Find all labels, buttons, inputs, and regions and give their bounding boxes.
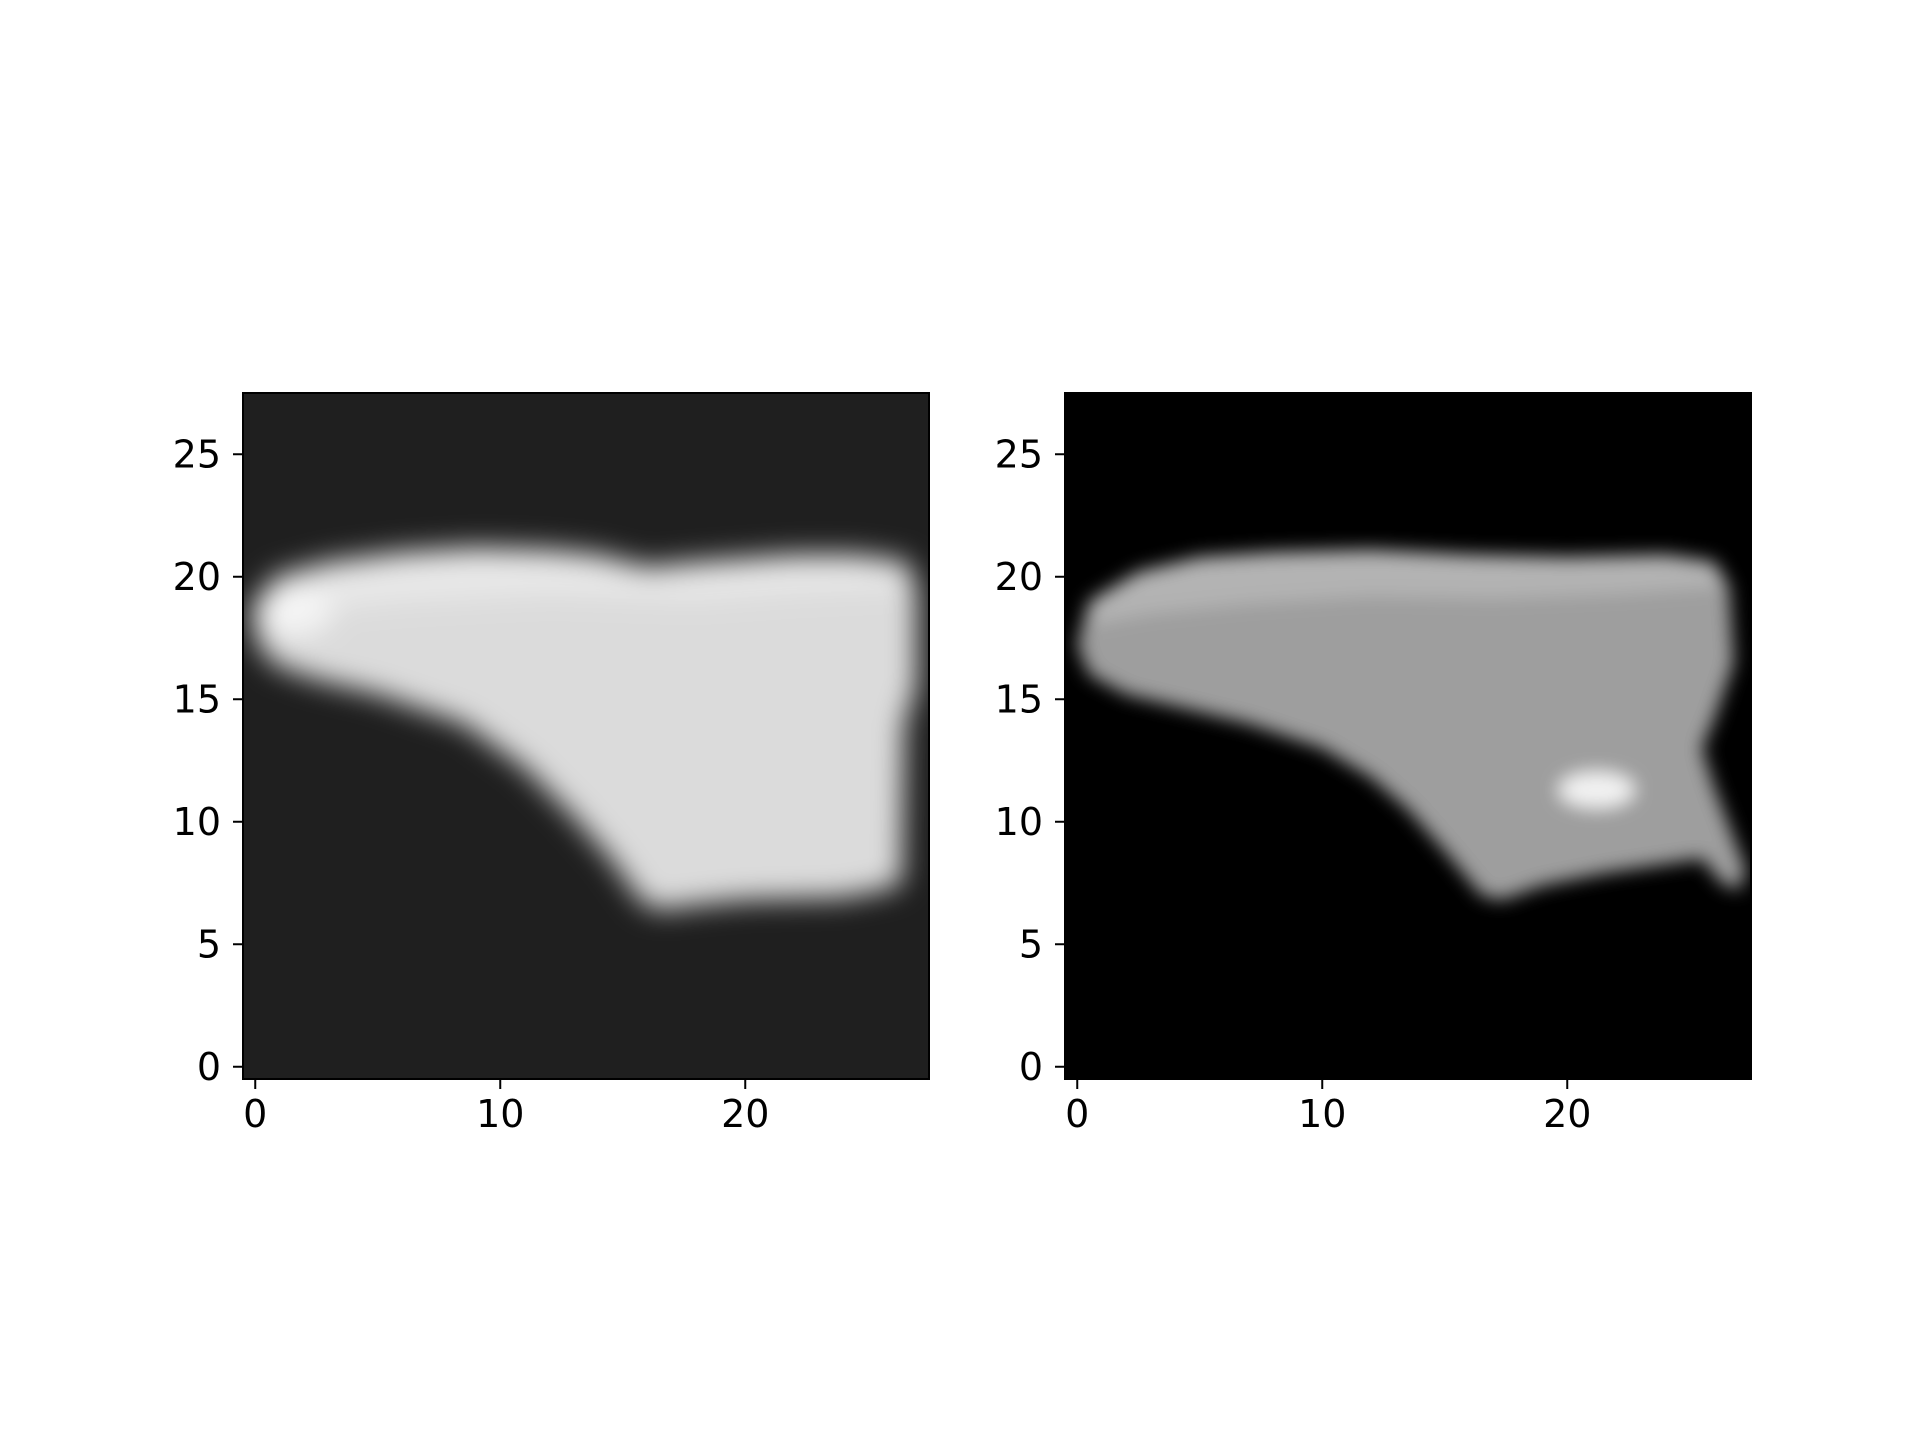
right-axes-frame [1064, 392, 1752, 1080]
y-tick-label: 15 [173, 677, 221, 721]
left-x-ticks: 0 10 20 [243, 1079, 769, 1136]
left-image-panel: 0 10 20 0 5 10 15 20 25 [173, 392, 930, 1136]
y-tick-label: 15 [995, 677, 1043, 721]
y-tick-label: 25 [173, 432, 221, 476]
y-tick-label: 0 [1019, 1045, 1043, 1089]
right-shoe-image [1077, 549, 1747, 901]
left-axes-frame [242, 392, 930, 1080]
x-tick-label: 10 [476, 1092, 524, 1136]
x-tick-label: 20 [721, 1092, 769, 1136]
x-tick-label: 20 [1543, 1092, 1591, 1136]
left-shoe-image [252, 547, 917, 910]
x-tick-label: 0 [243, 1092, 267, 1136]
right-y-ticks: 0 5 10 15 20 25 [995, 432, 1065, 1089]
left-y-ticks: 0 5 10 15 20 25 [173, 432, 243, 1089]
shoe-upper [1077, 549, 1747, 901]
shoe-sole [1084, 549, 1727, 626]
y-tick-label: 25 [995, 432, 1043, 476]
y-tick-label: 5 [1019, 922, 1043, 966]
y-tick-label: 5 [197, 922, 221, 966]
y-tick-label: 10 [995, 800, 1043, 844]
right-image-panel: 0 10 20 0 5 10 15 20 25 [995, 392, 1752, 1136]
y-tick-label: 20 [995, 555, 1043, 599]
y-tick-label: 0 [197, 1045, 221, 1089]
right-x-ticks: 0 10 20 [1065, 1079, 1591, 1136]
y-tick-label: 10 [173, 800, 221, 844]
x-tick-label: 0 [1065, 1092, 1089, 1136]
shoe-upper [255, 547, 917, 910]
y-tick-label: 20 [173, 555, 221, 599]
x-tick-label: 10 [1298, 1092, 1346, 1136]
shoe-sole [255, 547, 912, 619]
shoe-toe [252, 587, 332, 636]
shoe-highlight [1558, 771, 1635, 808]
